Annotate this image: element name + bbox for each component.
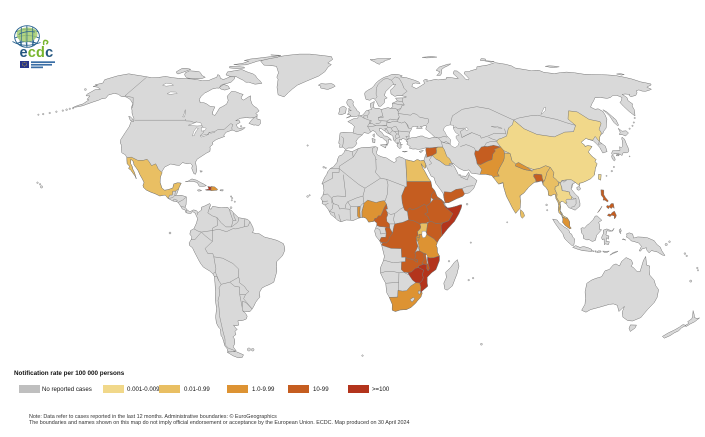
svg-text:ecdc: ecdc xyxy=(20,45,54,61)
